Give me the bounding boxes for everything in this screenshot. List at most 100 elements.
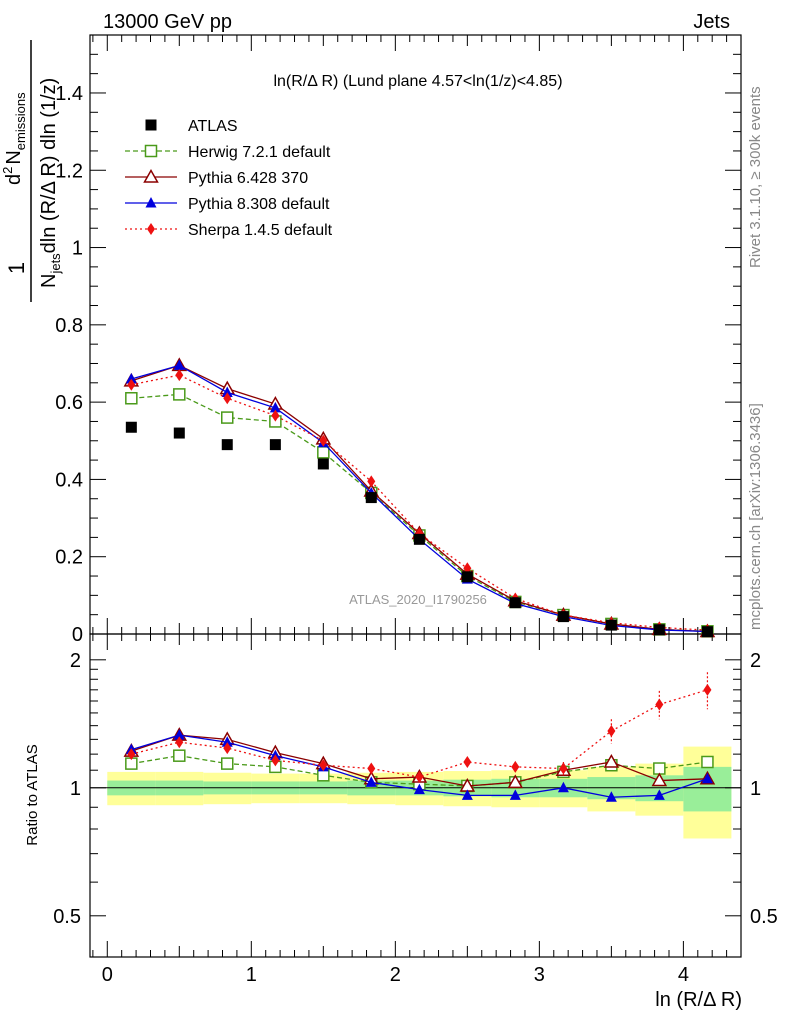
mcplots-label: mcplots.cern.ch [arXiv:1306.3436] [747,403,764,630]
point-atlas [221,439,233,451]
legend-marker-atlas [145,119,157,131]
ratio-y-tick-label-right: 2 [750,650,761,672]
ratio-point-sherpa-1-4-5-default [703,683,712,696]
ratio-point-pythia-8-308-default [605,791,617,802]
point-atlas [413,533,425,545]
ratio-y-tick-label-right: 1 [750,778,761,800]
ratio-point-sherpa-1-4-5-default [271,754,280,767]
point-atlas [365,492,377,504]
x-tick-label: 1 [246,964,257,986]
ratio-point-herwig-7-2-1-default [221,757,234,770]
point-sherpa-1-4-5-default [175,369,184,382]
x-tick-label: 4 [678,964,689,986]
point-atlas [173,427,185,439]
main-y-tick-label: 1.4 [55,83,83,105]
ratio-point-sherpa-1-4-5-default [655,698,664,711]
point-sherpa-1-4-5-default [319,434,328,447]
main-y-tick-label: 0 [72,624,83,646]
legend-marker-herwig-7-2-1-default [144,144,158,158]
point-sherpa-1-4-5-default [271,409,280,422]
ratio-point-pythia-8-308-default [653,789,665,800]
main-y-tick-label: 1 [72,238,83,260]
ratio-point-pythia-6-428-370 [651,772,668,787]
energy-label: 13000 GeV pp [103,11,232,33]
legend-label-herwig-7-2-1-default: Herwig 7.2.1 default [188,144,331,161]
main-y-tick-label: 1.2 [55,160,83,182]
ylabel-dln: dln (R/Δ R) dln (1/z) [38,78,60,254]
legend: ATLAS Herwig 7.2.1 default Pythia 6.428 37… [125,118,333,239]
ratio-point-pythia-8-308-default [173,729,185,740]
ylabel-d2-sup: 2 [0,167,15,174]
ratio-y-tick-label-left: 1 [70,778,81,800]
ylabel-d2: d [3,174,25,185]
main-y-tick-label: 0.6 [55,392,83,414]
ratio-point-sherpa-1-4-5-default [319,759,328,772]
ylabel-n-jets-sub: jets [48,253,63,275]
subtitle: ln(R/Δ R) (Lund plane 4.57<ln(1/z)<4.85) [273,73,562,90]
main-y-tick-label: 0.8 [55,315,83,337]
legend-label-pythia-8-308-default: Pythia 8.308 default [188,196,330,213]
point-pythia-8-308-default [269,401,281,413]
legend-marker-pythia-6-428-370 [143,168,159,183]
axis-ticks: 0 0.2 0.4 0.6 0.8 1 1.2 1.4 0 1 2 3 4 0.5 0.5 1 1 2 2 [53,35,778,986]
ratio-y-tick-label-right: 0.5 [750,906,778,928]
legend-marker-sherpa-1-4-5-default [147,223,155,235]
point-atlas [557,611,569,623]
point-pythia-8-308-default [221,386,233,397]
main-y-tick-label: 0.2 [55,547,83,569]
ratio-point-pythia-8-308-default [413,783,425,795]
point-atlas [509,597,521,609]
legend-label-sherpa-1-4-5-default: Sherpa 1.4.5 default [188,222,333,239]
ratio-point-pythia-6-428-370 [603,753,620,768]
ratio-y-tick-label-left: 2 [70,650,81,672]
ratio-y-axis-label: Ratio to ATLAS [24,744,41,845]
point-atlas [701,626,713,638]
ylabel-denominator: Njetsdln (R/Δ R) dln (1/z) [38,78,63,288]
ratio-point-sherpa-1-4-5-default [463,755,472,768]
ratio-line-sherpa-1-4-5-default [131,689,708,778]
ratio-point-pythia-8-308-default [509,789,521,800]
ratio-point-sherpa-1-4-5-default [607,725,616,738]
ratio-point-sherpa-1-4-5-default [559,762,568,775]
legend-label-atlas: ATLAS [188,118,238,135]
ratio-point-sherpa-1-4-5-default [223,742,232,755]
process-label: Jets [693,11,730,33]
ratio-panel-series [123,672,716,802]
legend-label-pythia-6-428-370: Pythia 6.428 370 [188,170,308,187]
point-sherpa-1-4-5-default [223,392,232,405]
ratio-point-herwig-7-2-1-default [653,762,666,775]
plot-frames [89,34,742,958]
point-atlas [317,458,329,470]
ylabel-one: 1 [4,262,29,274]
x-tick-label: 3 [534,964,545,986]
point-atlas [653,624,665,636]
point-sherpa-1-4-5-default [463,562,472,575]
point-herwig-7-2-1-default [221,411,234,424]
ylabel-numerator: d2 Nemissions [0,92,28,185]
ratio-point-pythia-8-308-default [701,772,713,784]
x-tick-label: 2 [390,964,401,986]
point-atlas [461,571,473,583]
ratio-uncertainty-bands [90,746,741,839]
ratio-point-sherpa-1-4-5-default [127,748,136,761]
ratio-point-pythia-8-308-default [365,776,377,787]
point-herwig-7-2-1-default [317,446,330,459]
ratio-frame [89,633,742,958]
ratio-point-pythia-8-308-default [461,789,473,800]
ratio-point-herwig-7-2-1-default [317,769,330,782]
ratio-point-pythia-8-308-default [557,781,569,793]
ratio-point-herwig-7-2-1-default [701,755,714,769]
ratio-point-sherpa-1-4-5-default [175,736,184,749]
rivet-label: Rivet 3.1.10, ≥ 300k events [747,86,764,268]
main-y-axis-label: 1 Njetsdln (R/Δ R) dln (1/z) d2 Nemission… [0,40,63,302]
ratio-point-pythia-6-428-370 [507,774,524,789]
point-atlas [269,439,281,451]
legend-marker-pythia-8-308-default [145,197,157,208]
ratio-point-sherpa-1-4-5-default [511,760,520,773]
main-y-tick-label: 0.4 [55,469,83,491]
ratio-y-tick-label-left: 0.5 [53,906,81,928]
point-sherpa-1-4-5-default [367,475,376,488]
ylabel-n-em: N [3,150,25,164]
point-pythia-8-308-default [173,359,185,370]
